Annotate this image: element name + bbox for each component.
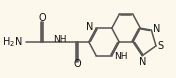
Text: N: N [153, 24, 161, 34]
Text: O: O [73, 59, 81, 69]
Text: S: S [158, 41, 164, 51]
Text: NH: NH [115, 52, 128, 61]
Text: N: N [139, 57, 146, 67]
Text: H$_2$N: H$_2$N [2, 35, 23, 49]
Text: NH: NH [54, 35, 67, 44]
Text: N: N [86, 22, 93, 32]
Text: O: O [38, 13, 46, 23]
